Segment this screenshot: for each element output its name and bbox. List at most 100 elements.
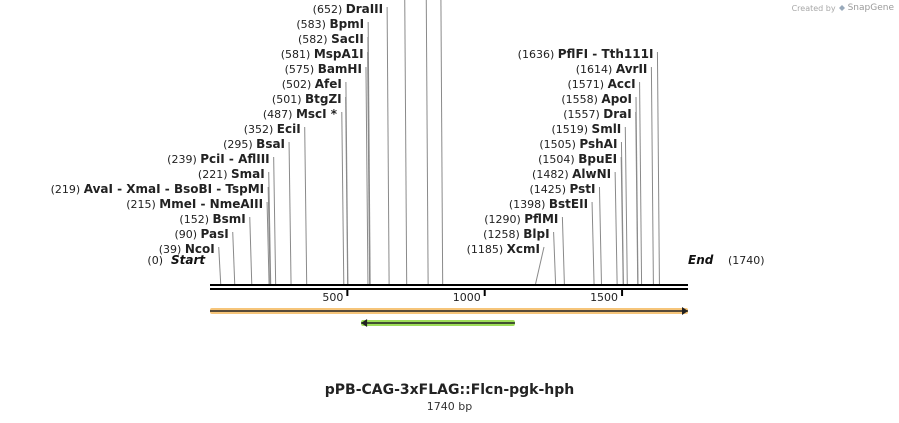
site-enzyme-name: EciI [277,122,301,136]
site-label: (582) SacII [298,32,364,46]
restriction-site: (39) NcoI [159,242,215,256]
restriction-site: (583) BpmI [296,17,364,31]
site-enzyme-name: SmlI [592,122,622,136]
site-label: (352) EciI [244,122,301,136]
site-enzyme-name: ApoI [601,92,632,106]
site-line [404,0,408,285]
site-position: (575) [285,63,318,76]
site-label: (152) BsmI [179,212,245,226]
site-label: (219) AvaI - XmaI - BsoBI - TspMI [51,182,265,196]
restriction-site: (1636) PflFI - Tth111I [518,47,654,61]
site-enzyme-name: BsmI [212,212,245,226]
site-label: (1504) BpuEI [538,152,617,166]
site-enzyme-name: PflFI - Tth111I [558,47,654,61]
end-label: End [688,253,714,267]
site-line [561,216,565,285]
restriction-site: (487) MscI * [263,107,338,121]
site-label: (1505) PshAI [539,137,617,151]
site-label: (221) SmaI [198,167,265,181]
site-label: (652) DraIII [313,2,383,16]
site-line [304,126,308,285]
restriction-site: (215) MmeI - NmeAIII [126,197,263,211]
site-enzyme-name: AfeI [315,77,342,91]
site-line [656,51,660,285]
site-label: (575) BamHI [285,62,362,76]
site-enzyme-name: AvaI - XmaI - BsoBI - TspMI [84,182,264,196]
site-position: (1557) [563,108,603,121]
restriction-site: (90) PasI [174,227,228,241]
site-enzyme-name: DraIII [346,2,383,16]
map-title: pPB-CAG-3xFLAG::Flcn-pgk-hph [324,382,575,398]
restriction-site: (652) DraIII [313,2,383,16]
restriction-site: (1258) BlpI [483,227,549,241]
site-line [386,6,390,285]
site-enzyme-name: BstEII [549,197,588,211]
site-position: (219) [51,183,84,196]
start-position-label: (0) [147,254,163,267]
credit-prefix: Created by [791,3,836,13]
map-title-block: pPB-CAG-3xFLAG::Flcn-pgk-hph 1740 bp [0,382,899,413]
site-line [591,201,595,285]
site-position: (215) [126,198,159,211]
site-position: (1398) [509,198,549,211]
site-position: (152) [179,213,212,226]
site-enzyme-name: PflMI [524,212,558,226]
site-position: (221) [198,168,231,181]
site-label: (501) BtgZI [272,92,342,106]
site-position: (583) [296,18,329,31]
restriction-site: (1482) AlwNI [532,167,611,181]
site-label: (487) MscI * [263,107,338,121]
site-line [553,231,557,285]
site-line [440,0,444,285]
restriction-site: (352) EciI [244,122,301,136]
site-label: (1482) AlwNI [532,167,611,181]
site-line [620,141,624,285]
site-position: (1258) [483,228,523,241]
site-label: (502) AfeI [282,77,342,91]
restriction-site: (501) BtgZI [272,92,342,106]
snapgene-logo-icon [838,5,845,11]
site-label: (1558) ApoI [561,92,632,106]
site-line [273,156,277,285]
ruler-ticks: 500 1000 1500 [322,289,624,304]
site-enzyme-name: MscI * [296,107,338,121]
site-label: (1519) SmlI [551,122,621,136]
feature-arrowhead [361,319,368,327]
credit-brand: SnapGene [847,3,894,13]
site-line [288,141,292,285]
site-line [425,0,429,285]
ruler-tick-label: 1500 [590,291,618,304]
site-position: (295) [223,138,256,151]
restriction-site: (502) AfeI [282,77,342,91]
restriction-site: (1505) PshAI [539,137,617,151]
restriction-site: (1519) SmlI [551,122,621,136]
site-position: (352) [244,123,277,136]
site-position: (90) [174,228,200,241]
restriction-site: (1557) DraI [563,107,632,121]
site-position: (502) [282,78,315,91]
site-enzyme-name: BpuEI [578,152,617,166]
site-position: (1571) [568,78,608,91]
site-enzyme-name: PshAI [579,137,617,151]
end-position-label: (1740) [728,254,765,267]
restriction-site: (1614) AvrII [576,62,648,76]
site-position: (582) [298,33,331,46]
site-position: (1425) [529,183,569,196]
site-position: (239) [167,153,200,166]
ruler-tick-label: 500 [322,291,343,304]
site-label: (1571) AccI [568,77,636,91]
site-enzyme-name: XcmI [507,242,540,256]
site-label: (1185) XcmI [467,242,540,256]
site-position: (39) [159,243,185,256]
site-position: (1519) [551,123,591,136]
restriction-site: (1290) PflMI [484,212,558,226]
site-enzyme-name: AccI [608,77,636,91]
site-line [650,66,654,285]
restriction-site: (716) BsrBI [332,0,401,1]
site-label: (215) MmeI - NmeAIII [126,197,263,211]
site-label: (716) BsrBI [332,0,401,1]
site-enzyme-name: SmaI [231,167,265,181]
site-label: (1398) BstEII [509,197,588,211]
site-enzyme-name: BpmI [329,17,364,31]
